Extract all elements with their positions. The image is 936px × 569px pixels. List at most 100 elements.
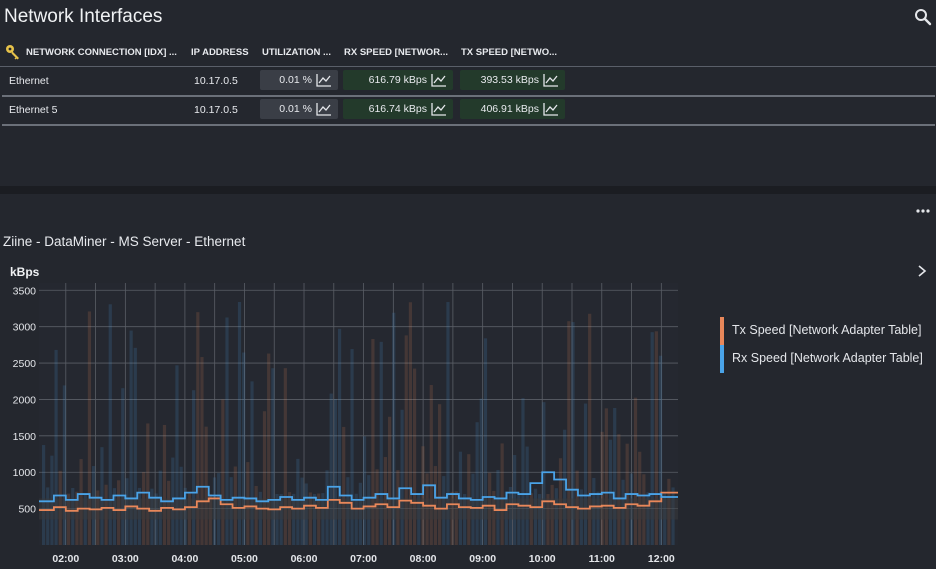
more-options-icon[interactable] [916, 208, 930, 214]
rx-range-band [392, 312, 396, 545]
rx-range-band [41, 445, 46, 545]
trend-panel: Ziine - DataMiner - MS Server - Ethernet… [0, 194, 936, 569]
rx-range-band [62, 385, 67, 545]
tx-range-band [421, 446, 425, 545]
tx-range-band [567, 321, 571, 545]
utilization-value: 0.01 % [279, 74, 312, 86]
rx-range-band [237, 301, 242, 545]
tx-range-band [600, 431, 604, 545]
tx-range-band [654, 331, 658, 545]
rx-range-band [225, 317, 229, 545]
rx-range-band [525, 446, 529, 545]
rx-range-band [379, 341, 383, 545]
table-row[interactable]: Ethernet 10.17.0.5 0.01 % 616.79 kBps 39… [2, 67, 935, 97]
tx-range-band [204, 426, 208, 545]
tx-range-band [387, 416, 392, 545]
tx-range-band [342, 426, 346, 545]
rx-range-band [563, 429, 567, 545]
trend-chart-icon[interactable] [431, 102, 447, 116]
tx-range-band [404, 335, 408, 545]
x-tick-label: 11:00 [589, 553, 615, 565]
tx-speed-cell: 406.91 kBps [460, 99, 565, 119]
rx-range-band [571, 322, 575, 545]
rx-range-band [129, 330, 133, 545]
legend-label-rx: Rx Speed [Network Adapter Table] [732, 351, 923, 365]
x-tick-label: 09:00 [469, 553, 496, 565]
table-row[interactable]: Ethernet 5 10.17.0.5 0.01 % 616.74 kBps … [2, 96, 935, 126]
key-icon [6, 45, 19, 60]
tx-series-line [39, 491, 678, 512]
trend-chart-icon[interactable] [316, 102, 332, 116]
x-tick-label: 04:00 [171, 553, 198, 565]
tx-range-band [283, 368, 287, 545]
rx-range-band [350, 349, 354, 545]
page-title: Network Interfaces [4, 6, 163, 27]
column-header-ip-address[interactable]: IP ADDRESS [191, 47, 249, 58]
rx-range-band [121, 388, 125, 545]
rx-range-band [271, 368, 275, 545]
network-interfaces-panel: Network Interfaces NETWORK CONNECTION [I… [0, 0, 936, 186]
utilization-cell: 0.01 % [260, 70, 338, 90]
rx-range-band [521, 398, 525, 545]
rx-range-band [100, 447, 104, 545]
rx-range-band [329, 393, 333, 545]
tx-range-band [617, 434, 621, 545]
x-tick-label: 08:00 [410, 553, 437, 565]
x-tick-label: 03:00 [112, 553, 139, 565]
tx-range-band [221, 399, 225, 545]
trend-chart-icon[interactable] [543, 73, 559, 87]
utilization-cell: 0.01 % [260, 99, 338, 119]
search-icon[interactable] [914, 8, 932, 26]
rx-range-band [658, 355, 663, 545]
column-header-rx-speed[interactable]: RX SPEED [NETWOR... [344, 47, 448, 58]
rx-range-band [446, 302, 450, 545]
tx-range-band [412, 368, 417, 545]
rx-range-band [483, 338, 488, 545]
tx-range-band [588, 313, 592, 545]
y-tick-label: 2500 [13, 358, 37, 370]
y-tick-label: 2000 [13, 394, 37, 406]
trend-chart-icon[interactable] [316, 73, 332, 87]
legend-swatch-rx [720, 345, 724, 373]
chevron-right-icon[interactable] [916, 264, 928, 278]
rx-range-band [613, 407, 617, 545]
y-tick-label: 500 [18, 504, 36, 516]
utilization-value: 0.01 % [279, 103, 312, 115]
tx-range-band [262, 411, 267, 545]
column-header-tx-speed[interactable]: TX SPEED [NETWO... [461, 47, 558, 58]
column-header-utilization[interactable]: UTILIZATION ... [262, 47, 331, 58]
tx-range-band [438, 404, 442, 545]
rx-speed-value: 616.74 kBps [368, 103, 427, 115]
x-tick-label: 05:00 [231, 553, 258, 565]
trend-chart[interactable]: 500 1000 1500 2000 2500 3000 3500 02:00 03:00 04:… [0, 280, 700, 569]
x-tick-label: 07:00 [350, 553, 377, 565]
rx-range-band [242, 352, 246, 545]
x-tick-label: 12:00 [648, 553, 675, 565]
rx-range-band [192, 390, 196, 545]
rx-range-band [650, 332, 654, 545]
x-tick-label: 10:00 [529, 553, 556, 565]
y-tick-label: 1000 [13, 467, 37, 479]
y-axis-unit-label: kBps [10, 265, 40, 279]
rx-range-band [54, 349, 58, 545]
tx-range-band [196, 312, 200, 545]
tx-range-band [146, 423, 150, 545]
rx-range-band [362, 436, 367, 545]
column-header-network-connection[interactable]: NETWORK CONNECTION [IDX] ... [26, 47, 177, 58]
network-connection-cell: Ethernet 5 [9, 104, 58, 116]
rx-speed-cell: 616.79 kBps [343, 70, 453, 90]
rx-range-band [333, 399, 337, 545]
tx-speed-cell: 393.53 kBps [460, 70, 565, 90]
tx-range-band [267, 353, 271, 545]
trend-chart-icon[interactable] [431, 73, 447, 87]
rx-speed-value: 616.79 kBps [368, 74, 427, 86]
rx-range-band [175, 365, 179, 545]
tx-range-band [408, 302, 413, 545]
tx-range-band [633, 397, 638, 545]
rx-range-band [337, 328, 342, 545]
trend-chart-icon[interactable] [543, 102, 559, 116]
rx-range-band [133, 347, 137, 545]
tx-speed-value: 406.91 kBps [480, 103, 539, 115]
x-tick-label: 02:00 [52, 553, 79, 565]
tx-range-band [500, 443, 504, 545]
